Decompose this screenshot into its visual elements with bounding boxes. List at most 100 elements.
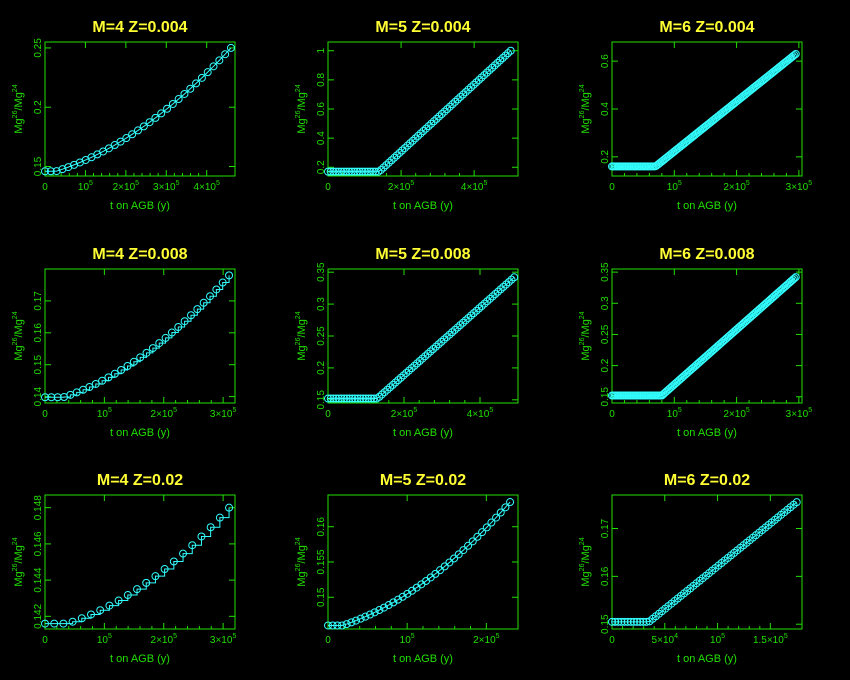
- y-tick-label: 0.15: [600, 614, 611, 634]
- chart-panel-2: M=5 Z=0.004 0 2×105 4×105 0.2 0.4 0.6 0.8 1 t on …: [295, 19, 519, 212]
- chart-title: M=4 Z=0.008: [92, 246, 187, 263]
- data-point: [620, 617, 629, 626]
- data-point: [506, 498, 515, 507]
- data-point: [450, 325, 459, 334]
- data-point: [221, 50, 230, 59]
- data-point: [429, 345, 438, 354]
- data-point: [328, 621, 337, 630]
- data-point: [400, 144, 409, 153]
- data-point: [353, 167, 362, 176]
- x-tick-label: 105: [97, 407, 112, 420]
- data-point: [487, 518, 496, 527]
- data-point: [180, 89, 189, 98]
- data-point: [608, 617, 616, 626]
- plot-frame: [44, 41, 236, 177]
- data-point: [155, 339, 164, 348]
- data-point: [384, 601, 393, 610]
- data-point: [329, 394, 338, 403]
- data-point: [331, 167, 340, 176]
- data-point: [347, 167, 356, 176]
- data-point: [504, 278, 513, 287]
- y-tick-label: 0.3: [600, 296, 611, 310]
- data-point: [225, 271, 234, 280]
- chart-title: M=4 Z=0.02: [97, 472, 183, 489]
- data-point: [788, 275, 797, 284]
- chart-title: M=5 Z=0.008: [375, 246, 470, 263]
- data-point: [478, 528, 487, 537]
- data-point: [136, 353, 145, 362]
- data-point: [342, 167, 351, 176]
- data-point: [496, 56, 505, 65]
- data-point: [453, 95, 462, 104]
- data-point: [477, 73, 486, 82]
- data-point: [96, 606, 105, 615]
- data-point: [104, 144, 113, 153]
- data-point: [614, 617, 623, 626]
- data-point: [359, 394, 368, 403]
- data-point: [347, 618, 356, 627]
- data-point: [215, 513, 224, 522]
- chart-title: M=4 Z=0.004: [92, 19, 187, 36]
- x-axis-label: t on AGB (y): [110, 200, 170, 212]
- data-point: [91, 379, 100, 388]
- data-point: [469, 309, 478, 318]
- y-tick-label: 0.15: [600, 387, 611, 407]
- data-point: [464, 313, 473, 322]
- data-point: [403, 141, 412, 150]
- data-point: [791, 273, 800, 282]
- data-point: [398, 146, 407, 155]
- data-point: [404, 366, 413, 375]
- data-point: [337, 394, 346, 403]
- data-point: [59, 619, 68, 628]
- data-point: [105, 601, 114, 610]
- data-point: [429, 117, 438, 126]
- data-point: [386, 383, 395, 392]
- y-tick-label: 0.3: [316, 297, 327, 311]
- data-point: [77, 614, 86, 623]
- data-point: [502, 280, 511, 289]
- data-point: [58, 165, 67, 174]
- data-point: [445, 102, 454, 111]
- data-point: [498, 54, 507, 63]
- data-point: [442, 333, 451, 342]
- data-point: [507, 275, 516, 284]
- x-axis-label: t on AGB (y): [393, 653, 453, 665]
- data-point: [358, 167, 367, 176]
- data-point: [389, 598, 398, 607]
- y-axis-label: Mg26/Mg24: [295, 311, 308, 360]
- x-tick-label: 0: [609, 635, 615, 646]
- x-tick-label: 5×104: [652, 633, 679, 646]
- data-point: [148, 344, 157, 353]
- data-point: [87, 610, 96, 619]
- data-point: [466, 83, 475, 92]
- data-point: [480, 299, 489, 308]
- data-point: [440, 335, 449, 344]
- y-tick-label: 0.155: [316, 549, 327, 574]
- data-point: [424, 122, 433, 131]
- data-point: [623, 617, 632, 626]
- x-tick-label: 4×105: [461, 180, 488, 193]
- data-point: [225, 503, 234, 512]
- data-point: [461, 316, 470, 325]
- data-point: [193, 305, 202, 314]
- data-point: [475, 304, 484, 313]
- data-point: [392, 151, 401, 160]
- data-point: [391, 378, 400, 387]
- data-point: [167, 328, 176, 337]
- plot-frame: [611, 268, 803, 404]
- data-point: [215, 56, 224, 65]
- data-point: [395, 148, 404, 157]
- data-point: [496, 508, 505, 517]
- x-tick-label: 2×105: [151, 633, 178, 646]
- data-point: [326, 394, 335, 403]
- data-point: [110, 369, 119, 378]
- data-point: [53, 393, 62, 402]
- x-tick-label: 105: [78, 180, 93, 193]
- data-point: [477, 301, 486, 310]
- data-point: [464, 85, 473, 94]
- data-point: [451, 97, 460, 106]
- data-point: [469, 80, 478, 89]
- data-point: [334, 167, 343, 176]
- data-point: [377, 390, 386, 399]
